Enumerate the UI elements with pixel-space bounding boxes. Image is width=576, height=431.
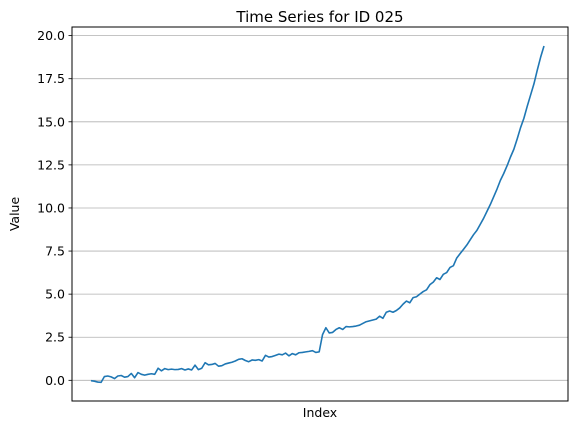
y-axis-ticks: 0.0 2.5 5.0 7.5 10.0 12.5 15.0 17.5 20.0	[37, 28, 72, 388]
x-axis-label: Index	[303, 405, 337, 420]
y-tick-label: 15.0	[37, 114, 65, 129]
y-tick-label: 5.0	[45, 287, 65, 302]
y-tick-label: 17.5	[37, 71, 65, 86]
y-tick-label: 20.0	[37, 28, 65, 43]
y-tick-label: 2.5	[45, 330, 65, 345]
grid-lines	[72, 35, 568, 381]
y-tick-label: 10.0	[37, 200, 65, 215]
chart-title: Time Series for ID 025	[235, 8, 403, 26]
y-tick-label: 7.5	[45, 244, 65, 259]
plot-frame	[71, 26, 569, 402]
y-axis-label: Value	[7, 197, 22, 232]
series-layer	[90, 45, 545, 384]
y-tick-label: 0.0	[45, 373, 65, 388]
y-tick-label: 12.5	[37, 157, 65, 172]
series-line-0	[90, 45, 545, 384]
